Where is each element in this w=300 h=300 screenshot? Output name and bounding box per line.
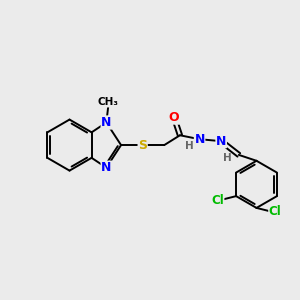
- Text: H: H: [223, 153, 231, 163]
- Text: Cl: Cl: [211, 194, 224, 207]
- Text: N: N: [194, 133, 205, 146]
- Text: S: S: [138, 139, 147, 152]
- Text: Cl: Cl: [269, 205, 281, 218]
- Text: N: N: [216, 135, 226, 148]
- Text: H: H: [185, 141, 194, 151]
- Text: N: N: [101, 161, 112, 174]
- Text: O: O: [169, 111, 179, 124]
- Text: CH₃: CH₃: [98, 97, 119, 107]
- Text: N: N: [101, 116, 112, 129]
